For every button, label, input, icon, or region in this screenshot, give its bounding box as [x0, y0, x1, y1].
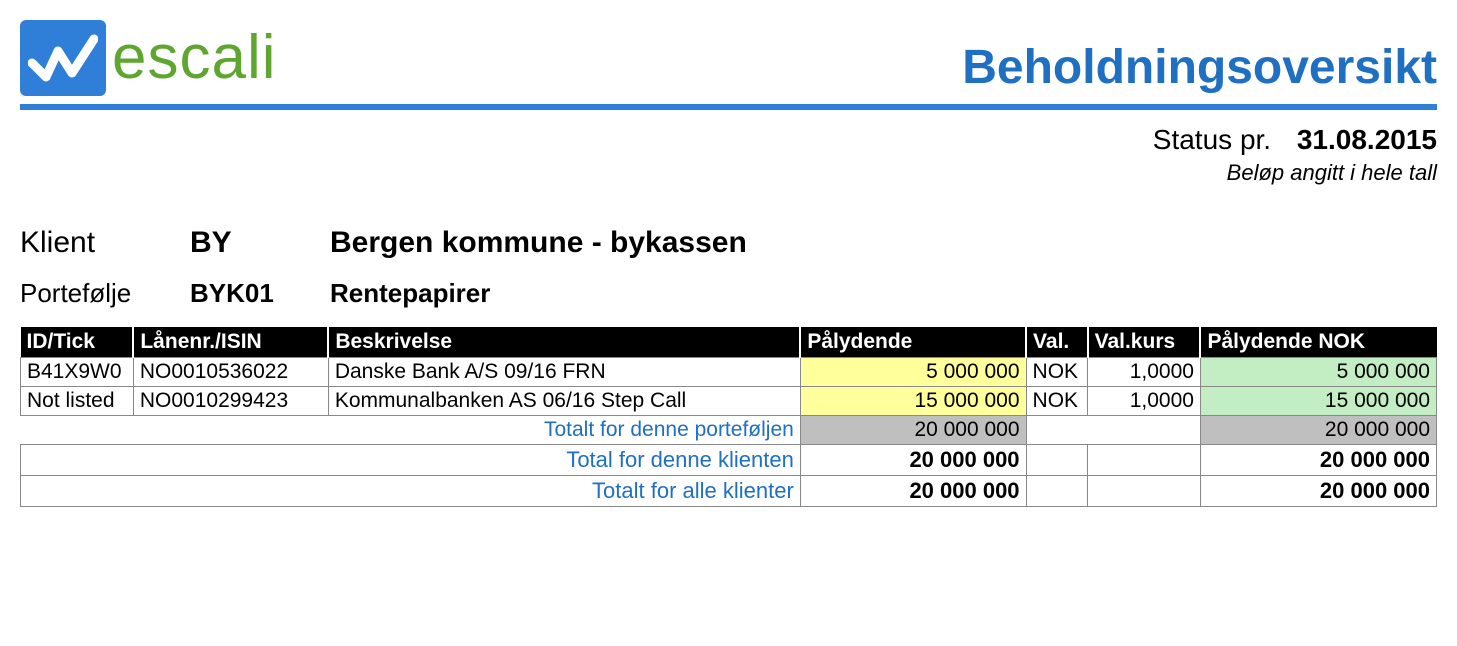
cell-pal: 5 000 000 [800, 358, 1026, 387]
empty-cell [1026, 416, 1088, 445]
status-date: 31.08.2015 [1297, 124, 1437, 155]
all-clients-total-row: Totalt for alle klienter 20 000 000 20 0… [21, 476, 1437, 507]
cell-nok: 15 000 000 [1200, 387, 1436, 416]
report-header: escali Beholdningsoversikt [20, 20, 1437, 96]
cell-pal: 15 000 000 [800, 387, 1026, 416]
client-total-nok: 20 000 000 [1200, 445, 1436, 476]
empty-cell [1088, 476, 1201, 507]
cell-desc: Kommunalbanken AS 06/16 Step Call [328, 387, 800, 416]
report-title: Beholdningsoversikt [962, 44, 1437, 96]
cell-isin: NO0010299423 [133, 387, 328, 416]
col-id: ID/Tick [21, 327, 134, 358]
logo-text: escali [112, 27, 277, 89]
logo-mark-icon [20, 20, 106, 96]
col-nok: Pålydende NOK [1200, 327, 1436, 358]
client-label: Klient [20, 226, 190, 260]
cell-id: Not listed [21, 387, 134, 416]
cell-id: B41X9W0 [21, 358, 134, 387]
subtotal-label: Totalt for denne porteføljen [21, 416, 801, 445]
all-clients-total-nok: 20 000 000 [1200, 476, 1436, 507]
portfolio-name: Rentepapirer [330, 278, 490, 309]
table-row: B41X9W0 NO0010536022 Danske Bank A/S 09/… [21, 358, 1437, 387]
portfolio-label: Portefølje [20, 278, 190, 309]
client-name: Bergen kommune - bykassen [330, 226, 747, 260]
client-row: Klient BY Bergen kommune - bykassen [20, 226, 1437, 260]
cell-isin: NO0010536022 [133, 358, 328, 387]
cell-kurs: 1,0000 [1088, 387, 1201, 416]
col-isin: Lånenr./ISIN [133, 327, 328, 358]
client-total-row: Total for denne klienten 20 000 000 20 0… [21, 445, 1437, 476]
table-row: Not listed NO0010299423 Kommunalbanken A… [21, 387, 1437, 416]
empty-cell [1088, 416, 1201, 445]
portfolio-subtotal-row: Totalt for denne porteføljen 20 000 000 … [21, 416, 1437, 445]
holdings-table: ID/Tick Lånenr./ISIN Beskrivelse Pålyden… [20, 327, 1437, 507]
empty-cell [1088, 445, 1201, 476]
status-label: Status pr. [1153, 124, 1271, 155]
cell-desc: Danske Bank A/S 09/16 FRN [328, 358, 800, 387]
cell-val: NOK [1026, 387, 1088, 416]
cell-kurs: 1,0000 [1088, 358, 1201, 387]
subtotal-pal: 20 000 000 [800, 416, 1026, 445]
client-total-label: Total for denne klienten [21, 445, 801, 476]
header-rule [20, 104, 1437, 110]
meta-block: Klient BY Bergen kommune - bykassen Port… [20, 226, 1437, 309]
logo: escali [20, 20, 277, 96]
empty-cell [1026, 445, 1088, 476]
col-pal: Pålydende [800, 327, 1026, 358]
amount-note: Beløp angitt i hele tall [20, 160, 1437, 186]
portfolio-row: Portefølje BYK01 Rentepapirer [20, 278, 1437, 309]
all-clients-total-pal: 20 000 000 [800, 476, 1026, 507]
client-total-pal: 20 000 000 [800, 445, 1026, 476]
col-kurs: Val.kurs [1088, 327, 1201, 358]
all-clients-total-label: Totalt for alle klienter [21, 476, 801, 507]
cell-val: NOK [1026, 358, 1088, 387]
portfolio-code: BYK01 [190, 278, 330, 309]
col-val: Val. [1026, 327, 1088, 358]
client-code: BY [190, 226, 330, 260]
subtotal-nok: 20 000 000 [1200, 416, 1436, 445]
status-row: Status pr. 31.08.2015 [20, 124, 1437, 156]
table-header-row: ID/Tick Lånenr./ISIN Beskrivelse Pålyden… [21, 327, 1437, 358]
cell-nok: 5 000 000 [1200, 358, 1436, 387]
empty-cell [1026, 476, 1088, 507]
col-desc: Beskrivelse [328, 327, 800, 358]
